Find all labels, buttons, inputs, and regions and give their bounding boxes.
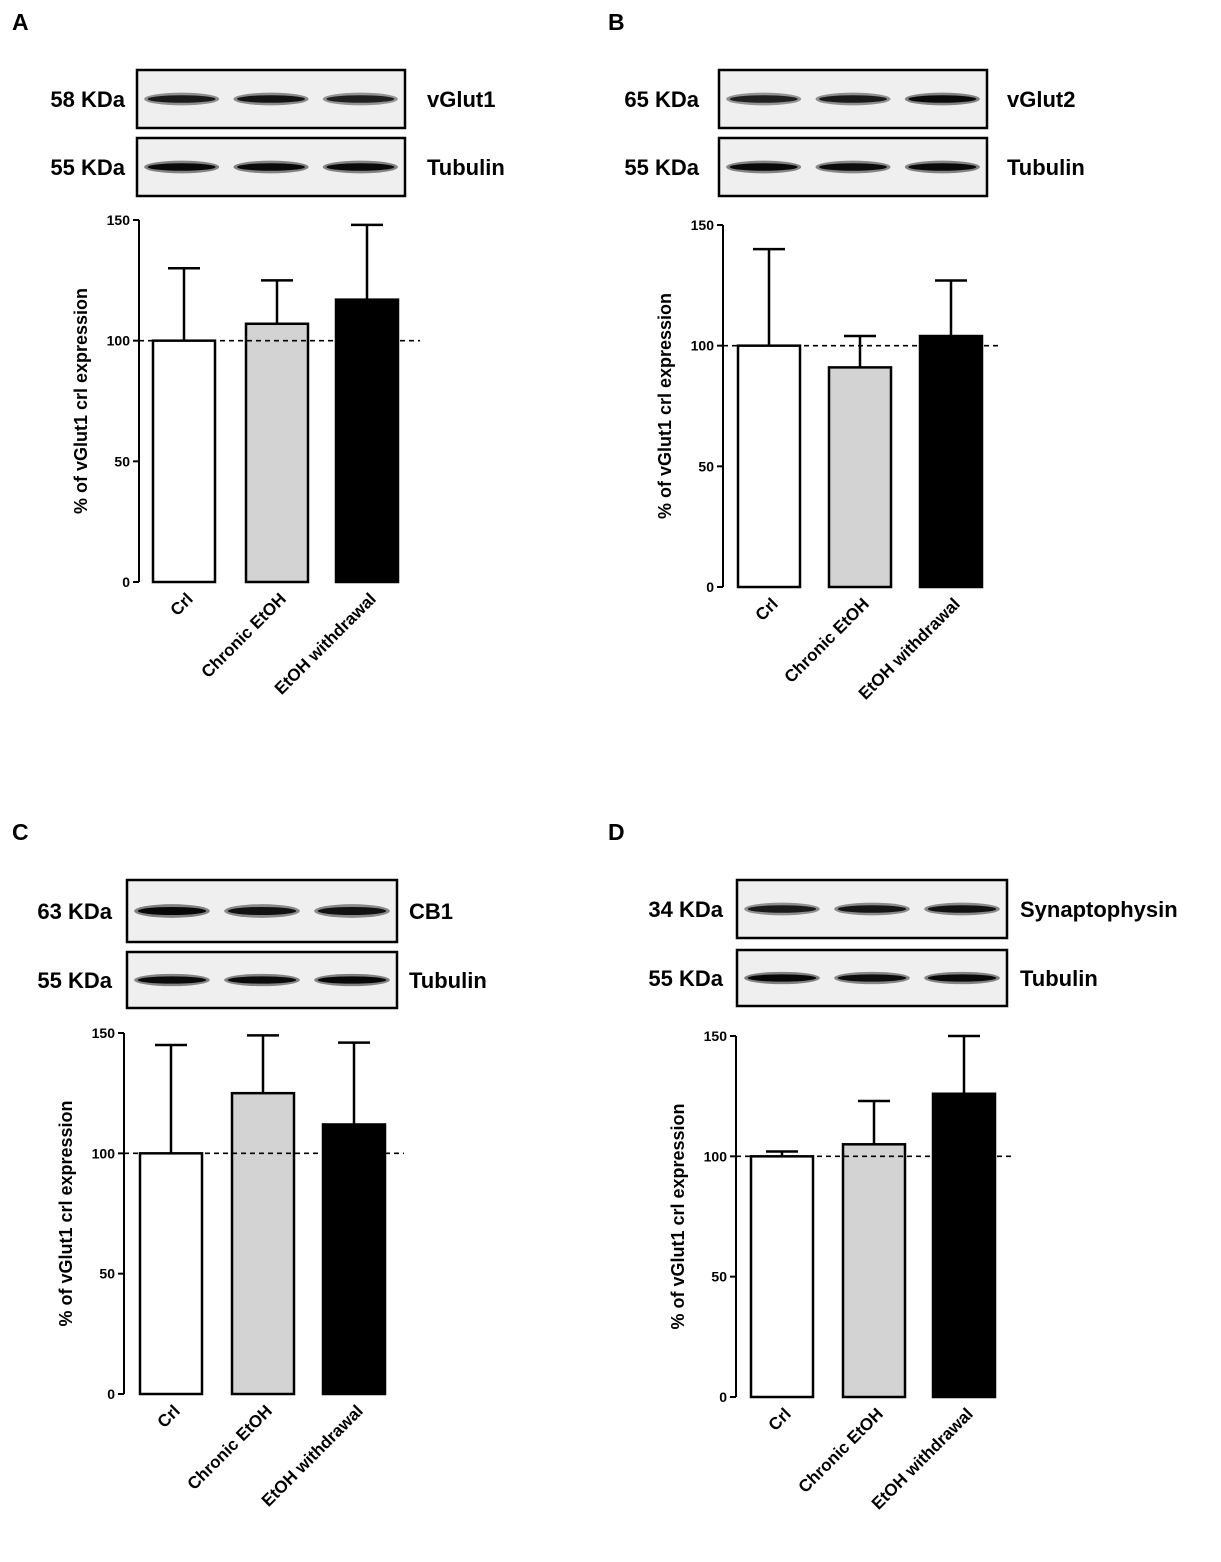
blot-band (819, 163, 887, 171)
y-axis-title: % of vGlut1 crl expression (668, 1103, 688, 1329)
y-tick-label: 0 (719, 1389, 727, 1405)
y-tick-label: 150 (107, 212, 131, 228)
blot-protein-label: vGlut2 (1007, 87, 1075, 112)
blot-band (927, 905, 997, 913)
bar (918, 334, 984, 589)
panel-d: 34 KDa Synaptophysin 55 KDa Tubulin 0 50 100 15… (648, 878, 1178, 1513)
blot-band (317, 906, 387, 916)
x-category-label: EtOH withdrawal (271, 589, 380, 698)
blot-protein-label: Tubulin (1007, 155, 1085, 180)
blot-band (747, 974, 817, 982)
blot-kda-label: 55 KDa (50, 155, 125, 180)
bar (931, 1092, 997, 1399)
bar (321, 1123, 387, 1396)
bar (244, 322, 310, 584)
blot-band (908, 95, 977, 103)
y-axis-title: % of vGlut1 crl expression (71, 288, 91, 514)
bar (827, 366, 893, 589)
y-tick-label: 50 (99, 1266, 115, 1282)
blot-band (147, 95, 216, 103)
x-category-label: Chronic EtOH (795, 1404, 887, 1496)
y-tick-label: 0 (107, 1386, 115, 1402)
x-category-label: Crl (167, 589, 197, 619)
blot-kda-label: 55 KDa (648, 966, 723, 991)
blot-band (729, 95, 798, 103)
panel-letter: C (12, 819, 29, 845)
x-category-label: EtOH withdrawal (258, 1401, 367, 1510)
x-category-label: Chronic EtOH (198, 589, 290, 681)
blot-band (227, 906, 297, 916)
y-tick-label: 100 (107, 333, 131, 349)
y-tick-label: 100 (691, 338, 715, 354)
y-tick-label: 0 (122, 574, 130, 590)
y-tick-label: 100 (704, 1148, 728, 1164)
x-category-label: Chronic EtOH (184, 1401, 276, 1493)
bar (841, 1143, 907, 1399)
x-category-label: EtOH withdrawal (868, 1404, 977, 1513)
y-tick-label: 50 (114, 453, 130, 469)
y-tick-label: 50 (711, 1269, 727, 1285)
blot-band (927, 974, 997, 982)
blot-band (819, 95, 887, 103)
panel-b: 65 KDa vGlut2 55 KDa Tubulin 0 50 100 150 CrlChr… (624, 68, 1085, 703)
panel-c: 63 KDa CB1 55 KDa Tubulin 0 50 100 150 Crl Chroni… (37, 878, 487, 1510)
bar (749, 1155, 815, 1399)
blot-kda-label: 55 KDa (624, 155, 699, 180)
y-tick-label: 0 (706, 579, 714, 595)
y-axis-title: % of vGlut1 crl expression (655, 293, 675, 519)
blot-band (237, 95, 305, 103)
blot-kda-label: 63 KDa (37, 899, 112, 924)
x-category-label: Crl (752, 594, 782, 624)
blot-kda-label: 55 KDa (37, 968, 112, 993)
blot-kda-label: 58 KDa (50, 87, 125, 112)
blot-protein-label: Tubulin (409, 968, 487, 993)
blot-protein-label: Synaptophysin (1020, 897, 1178, 922)
bar (138, 1152, 204, 1396)
x-category-label: Crl (765, 1404, 795, 1434)
blot-band (137, 906, 207, 916)
y-tick-label: 50 (698, 458, 714, 474)
blot-protein-label: CB1 (409, 899, 453, 924)
y-tick-label: 150 (691, 217, 715, 233)
bar (151, 339, 217, 584)
panel-letter: D (608, 819, 625, 845)
y-axis-title: % of vGlut1 crl expression (56, 1100, 76, 1326)
blot-protein-label: Tubulin (1020, 966, 1098, 991)
x-category-label: Chronic EtOH (781, 594, 873, 686)
blot-kda-label: 34 KDa (648, 897, 723, 922)
blot-band (227, 976, 297, 984)
panel-letter: A (12, 9, 29, 35)
bar (334, 298, 400, 584)
blot-band (837, 905, 907, 913)
y-tick-label: 150 (92, 1025, 116, 1041)
blot-kda-label: 65 KDa (624, 87, 699, 112)
blot-band (137, 976, 207, 984)
blot-band (747, 905, 817, 913)
blot-band (237, 163, 305, 171)
blot-band (837, 974, 907, 982)
bar (736, 344, 802, 589)
x-category-label: Crl (154, 1401, 184, 1431)
panel-a: 58 KDa vGlut1 55 KDa Tubulin 0 50 100 150 Crl Chr… (50, 68, 505, 698)
blot-protein-label: Tubulin (427, 155, 505, 180)
x-category-label: EtOH withdrawal (855, 594, 964, 703)
blot-band (317, 976, 387, 984)
blot-band (729, 163, 798, 171)
blot-band (326, 163, 395, 171)
blot-band (147, 163, 216, 171)
blot-band (326, 95, 395, 103)
bar (230, 1091, 296, 1396)
blot-protein-label: vGlut1 (427, 87, 495, 112)
y-tick-label: 150 (704, 1028, 728, 1044)
blot-band (908, 163, 977, 171)
panel-letter: B (608, 9, 625, 35)
y-tick-label: 100 (92, 1145, 116, 1161)
